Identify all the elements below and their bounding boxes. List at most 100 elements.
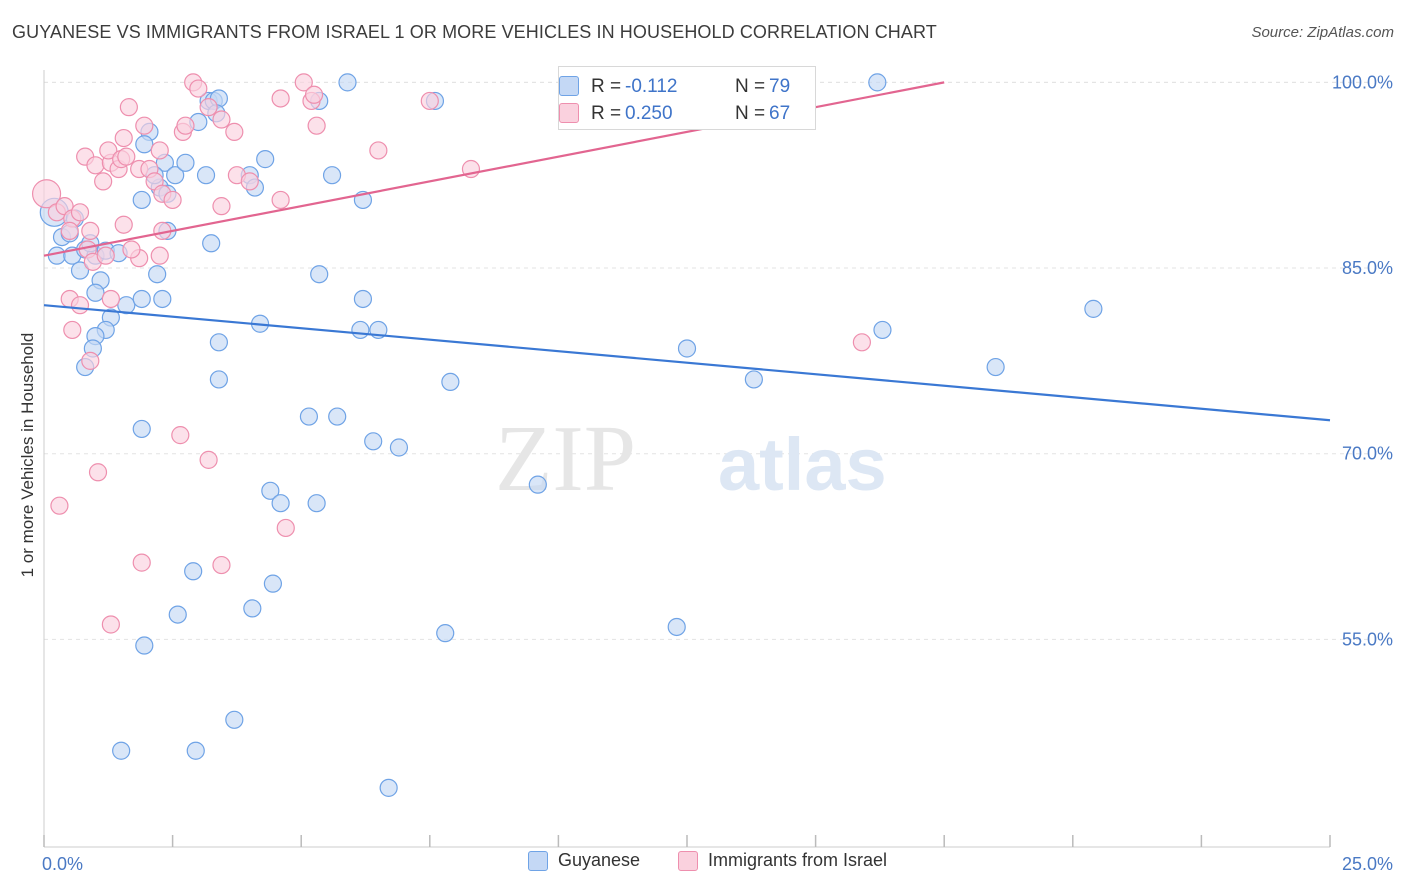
israel-point [176,116,195,135]
israel-point [122,240,141,259]
guyanese-point [328,407,347,426]
guyanese-point [310,265,329,284]
guyanese-point [441,372,460,392]
guyanese-point [667,617,686,637]
guyanese-point [196,166,216,185]
guyanese-point [299,407,319,426]
guyanese-point [86,283,105,302]
israel-point [271,190,290,210]
israel-point [99,141,118,160]
y-tick-label: 55.0% [1342,629,1393,649]
guyanese-point [184,562,203,581]
israel-point [304,85,324,104]
n-value-guyanese: 79 [769,76,791,97]
r-label: R = [591,76,622,97]
israel-point [369,141,388,160]
guyanese-point [389,438,409,457]
chart-title: GUYANESE VS IMMIGRANTS FROM ISRAEL 1 OR … [12,22,937,42]
israel-point [294,73,313,92]
guyanese-point [263,574,283,593]
legend-swatch-guyanese [528,850,548,871]
guyanese-point [986,357,1005,377]
israel-point [171,426,190,445]
israel-point [189,79,208,98]
guyanese-point [225,710,244,729]
israel-point [271,89,290,108]
watermark-zip: ZIP [495,407,636,511]
guyanese-point [132,289,151,309]
guyanese-point [135,636,154,655]
guyanese-point [351,320,370,340]
guyanese-point [47,246,66,265]
legend-item-guyanese: Guyanese [528,850,640,871]
guyanese-point [338,73,357,92]
guyanese-point [153,289,172,309]
israel-point [86,156,105,175]
israel-point [70,203,90,222]
israel-point [212,555,231,575]
israel-point [135,116,154,135]
israel-point [81,221,100,241]
israel-point [96,246,115,265]
x-tick-label-max: 25.0% [1342,854,1393,874]
guyanese-point [168,605,187,624]
y-tick-label: 100.0% [1332,72,1393,92]
guyanese-point [256,150,275,169]
israel-point [163,190,182,210]
stats-box: R = -0.112 N = 79 R = 0.250 N = 67 [558,66,816,130]
watermark-atlas: atlas [718,423,887,506]
israel-point [225,122,244,141]
israel-point [63,320,82,340]
israel-point [88,463,108,482]
israel-point [132,553,151,572]
guyanese-trend-line [43,304,1331,422]
israel-point [94,172,113,191]
guyanese-point [132,190,151,210]
israel-point [276,518,295,538]
israel-point [114,215,133,234]
israel-point [150,141,169,160]
guyanese-point [379,778,398,797]
guyanese-point [202,234,221,253]
guyanese-point [353,289,373,309]
guyanese-point [271,494,290,513]
legend-swatch-israel [678,850,698,871]
israel-point [70,296,90,315]
guyanese-point [135,135,154,154]
guyanese-point [132,419,151,439]
watermark: ZIP atlas [495,407,887,511]
axes [43,70,1331,848]
guyanese-point [1084,299,1103,318]
r-label: R = [591,103,622,124]
israel-point [240,172,259,191]
israel-point [114,128,133,148]
guyanese-point [528,475,547,494]
legend: Guyanese Immigrants from Israel [0,850,1406,880]
israel-point [119,98,138,117]
y-tick-label: 85.0% [1342,258,1393,278]
guyanese-point [243,599,262,618]
guyanese-point [868,73,887,92]
stats-swatch-israel [559,103,579,123]
guyanese-point [744,370,763,389]
x-tick-label-min: 0.0% [42,854,83,874]
n-value-israel: 67 [769,103,791,124]
israel-point [101,289,120,309]
israel-point [60,221,79,241]
israel-point [212,110,231,129]
guyanese-point [70,261,90,280]
chart-source: Source: ZipAtlas.com [1251,24,1394,41]
n-label: N = [735,103,766,124]
israel-point [199,450,218,469]
israel-point [307,116,326,135]
guyanese-point [112,741,131,760]
n-label: N = [735,76,766,97]
guyanese-point [364,432,383,451]
tick-labels: 100.0% 85.0% 70.0% 55.0% 0.0% 25.0% [42,72,1393,874]
israel-point [150,246,169,265]
israel-point [50,496,69,515]
guyanese-point [261,481,280,500]
y-tick-label: 70.0% [1342,444,1393,464]
guyanese-point [148,265,167,284]
